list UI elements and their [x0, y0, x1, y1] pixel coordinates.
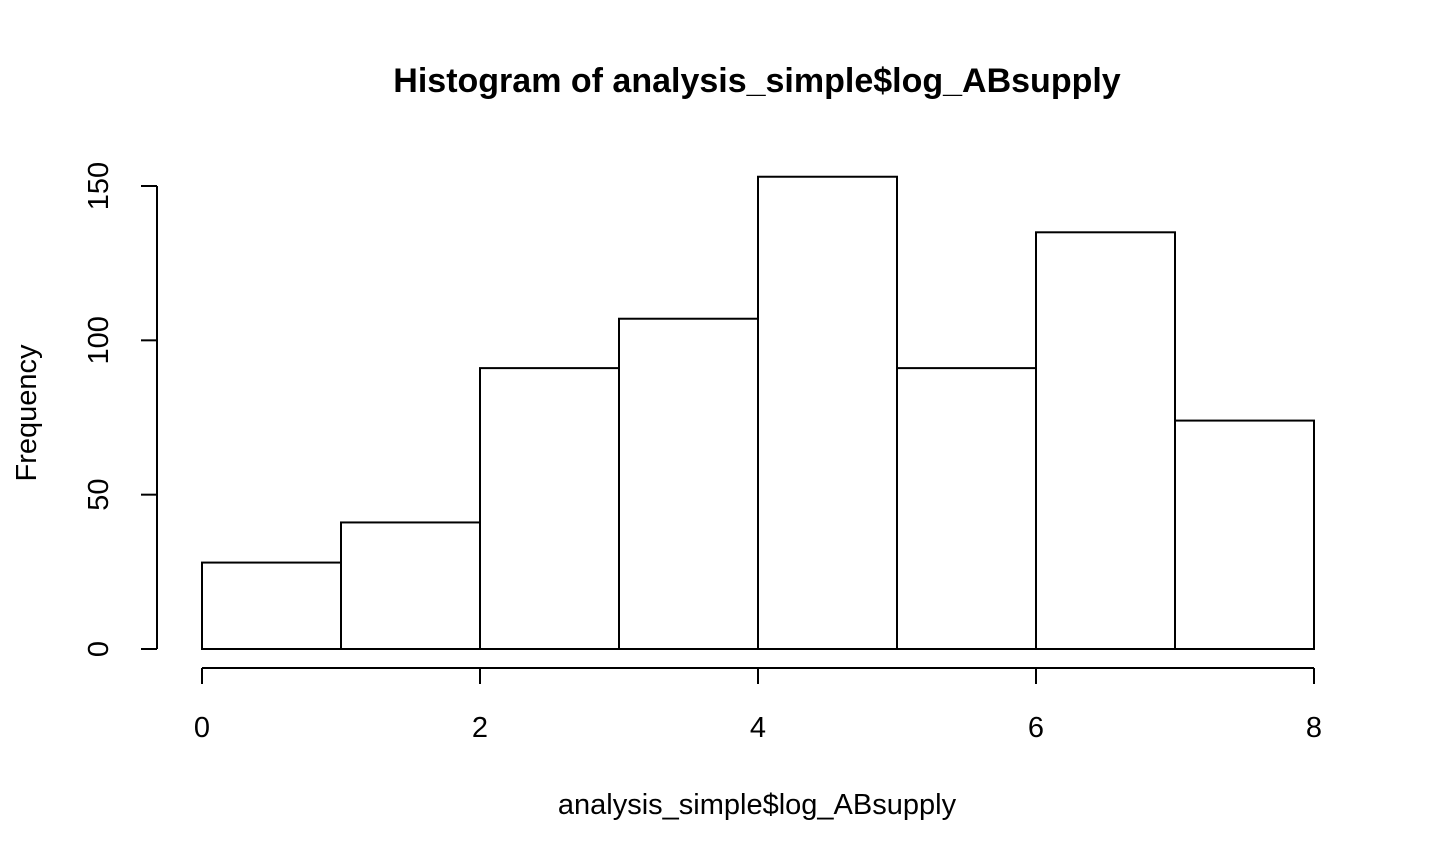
- y-tick-label: 0: [83, 641, 115, 657]
- x-tick-label: 0: [194, 712, 210, 744]
- histogram-bar: [340, 521, 481, 650]
- histogram-bar: [896, 367, 1037, 650]
- y-tick-label: 50: [83, 479, 115, 511]
- x-tick-label: 6: [1028, 712, 1044, 744]
- histogram-bar: [1035, 231, 1176, 651]
- histogram-bar: [201, 561, 342, 650]
- chart-title: Histogram of analysis_simple$log_ABsuppl…: [393, 62, 1121, 100]
- y-tick-label: 100: [83, 316, 115, 364]
- x-tick-label: 8: [1306, 712, 1322, 744]
- histogram-bar: [479, 367, 620, 650]
- y-axis: 0 50 100 150: [83, 162, 158, 657]
- histogram-bar: [757, 175, 898, 651]
- x-axis: 0 2 4 6 8: [194, 667, 1322, 744]
- bars-group: [201, 175, 1315, 651]
- y-axis-label: Frequency: [11, 344, 43, 482]
- y-tick-label: 150: [83, 162, 115, 210]
- x-tick-label: 4: [750, 712, 766, 744]
- histogram-bar: [1174, 419, 1315, 650]
- x-tick-label: 2: [472, 712, 488, 744]
- x-axis-label: analysis_simple$log_ABsupply: [558, 789, 957, 821]
- histogram-bar: [618, 317, 759, 650]
